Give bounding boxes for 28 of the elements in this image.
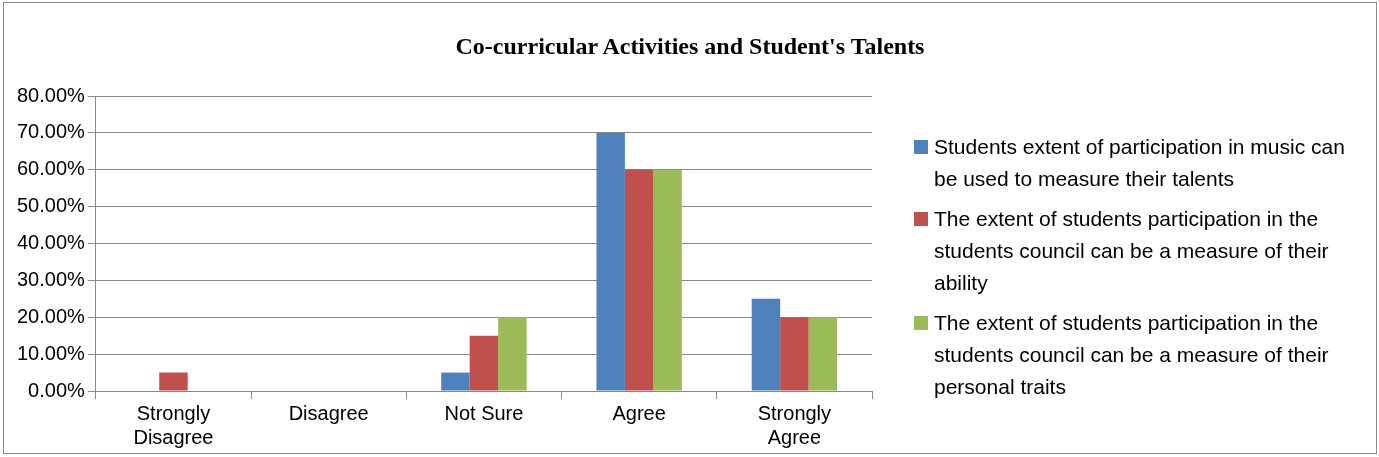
legend-label: The extent of students participation in the students council can be a measure of their personal traits [934,310,1330,400]
bar [498,317,527,391]
bar [159,372,188,391]
y-tick-label: 30.00% [16,267,86,290]
x-tick-label: Strongly Disagree [133,401,214,448]
bar [624,169,654,391]
y-tick-label: 0.00% [28,378,86,401]
bar [751,298,781,391]
bar [653,169,682,391]
y-tick-label: 10.00% [16,341,86,364]
bar [780,317,809,391]
x-tick-label: Agree [612,401,666,424]
bar [808,317,838,391]
x-tick-label: Disagree [288,401,369,424]
x-tick-label: Strongly Agree [757,401,832,448]
bar [469,335,499,391]
x-tick-label: Not Sure [444,401,524,424]
y-tick-label: 70.00% [16,120,86,143]
bar [441,372,470,391]
y-tick-label: 60.00% [16,157,86,180]
chart-title: Co-curricular Activities and Student's Talents [454,33,926,60]
y-tick-label: 50.00% [16,194,86,217]
legend-label: The extent of students participation in the students council can be a measure of their ability [934,206,1330,296]
y-tick-label: 80.00% [16,83,86,106]
y-tick-label: 40.00% [16,231,86,254]
legend-label: Students extent of participation in music can be used to measure their talents [934,134,1346,192]
y-tick-label: 20.00% [16,304,86,327]
bar [596,132,625,391]
